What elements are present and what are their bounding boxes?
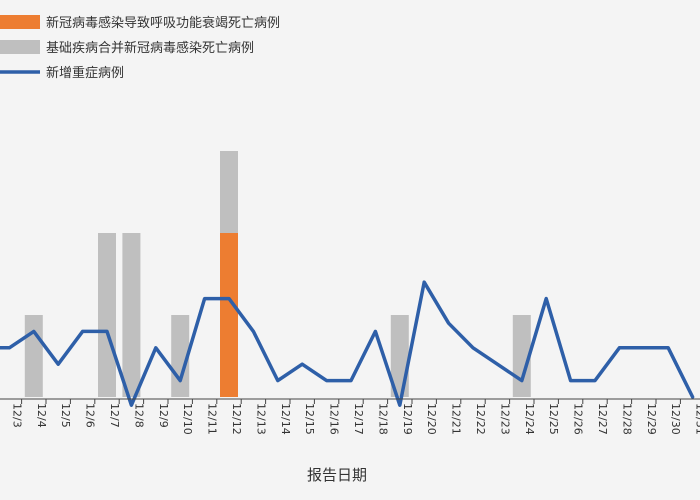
line-new-severe-cases [0, 280, 695, 407]
x-tick-label: 12/5 [59, 403, 72, 428]
x-tick-label: 12/23 [498, 403, 511, 435]
x-tick-label: 12/9 [157, 403, 170, 428]
line-series [0, 280, 695, 407]
x-tick-label: 12/24 [523, 403, 536, 435]
x-tick-label: 12/16 [328, 403, 341, 435]
x-tick-label: 12/26 [572, 403, 585, 435]
bar-underlying-disease [24, 315, 43, 397]
x-tick-label: 12/28 [620, 403, 633, 435]
x-tick-label: 12/17 [352, 403, 365, 435]
x-tick-label: 12/30 [669, 403, 682, 435]
x-tick-label: 12/18 [376, 403, 389, 435]
x-tick-label: 12/12 [230, 403, 243, 435]
x-tick-label: 12/27 [596, 403, 609, 435]
legend-label: 基础疾病合并新冠病毒感染死亡病例 [46, 40, 254, 56]
x-tick-label: 12/6 [84, 403, 97, 428]
bar-respiratory-failure [220, 233, 238, 397]
x-tick-label: 12/29 [645, 403, 658, 435]
legend-swatch [0, 15, 40, 29]
bar-underlying-disease [98, 233, 116, 397]
x-tick-label: 12/13 [254, 403, 267, 435]
legend-swatch [0, 40, 40, 54]
x-axis-title: 报告日期 [307, 466, 367, 484]
x-tick-label: 12/3 [10, 403, 23, 428]
bar-underlying-disease [122, 233, 141, 397]
x-tick-labels: 12/212/312/412/512/612/712/812/912/1012/… [10, 399, 700, 435]
legend-label: 新冠病毒感染导致呼吸功能衰竭死亡病例 [46, 15, 280, 31]
bar-group [24, 151, 531, 397]
x-tick-label: 12/11 [206, 403, 219, 435]
x-tick-label: 12/20 [425, 403, 438, 435]
x-tick-label: 12/4 [35, 403, 48, 428]
x-tick-label: 12/14 [279, 403, 292, 435]
bar-underlying-disease [220, 151, 238, 233]
x-tick-label: 12/21 [450, 403, 463, 435]
legend-label: 新增重症病例 [46, 65, 124, 81]
x-tick-label: 12/31 [694, 403, 700, 435]
x-tick-label: 12/19 [401, 403, 414, 435]
x-tick-label: 12/25 [547, 403, 560, 435]
x-tick-label: 12/22 [474, 403, 487, 435]
x-tick-label: 12/10 [181, 403, 194, 435]
x-tick-label: 12/7 [108, 403, 121, 428]
x-tick-label: 12/8 [132, 403, 145, 428]
x-tick-label: 12/15 [303, 403, 316, 435]
